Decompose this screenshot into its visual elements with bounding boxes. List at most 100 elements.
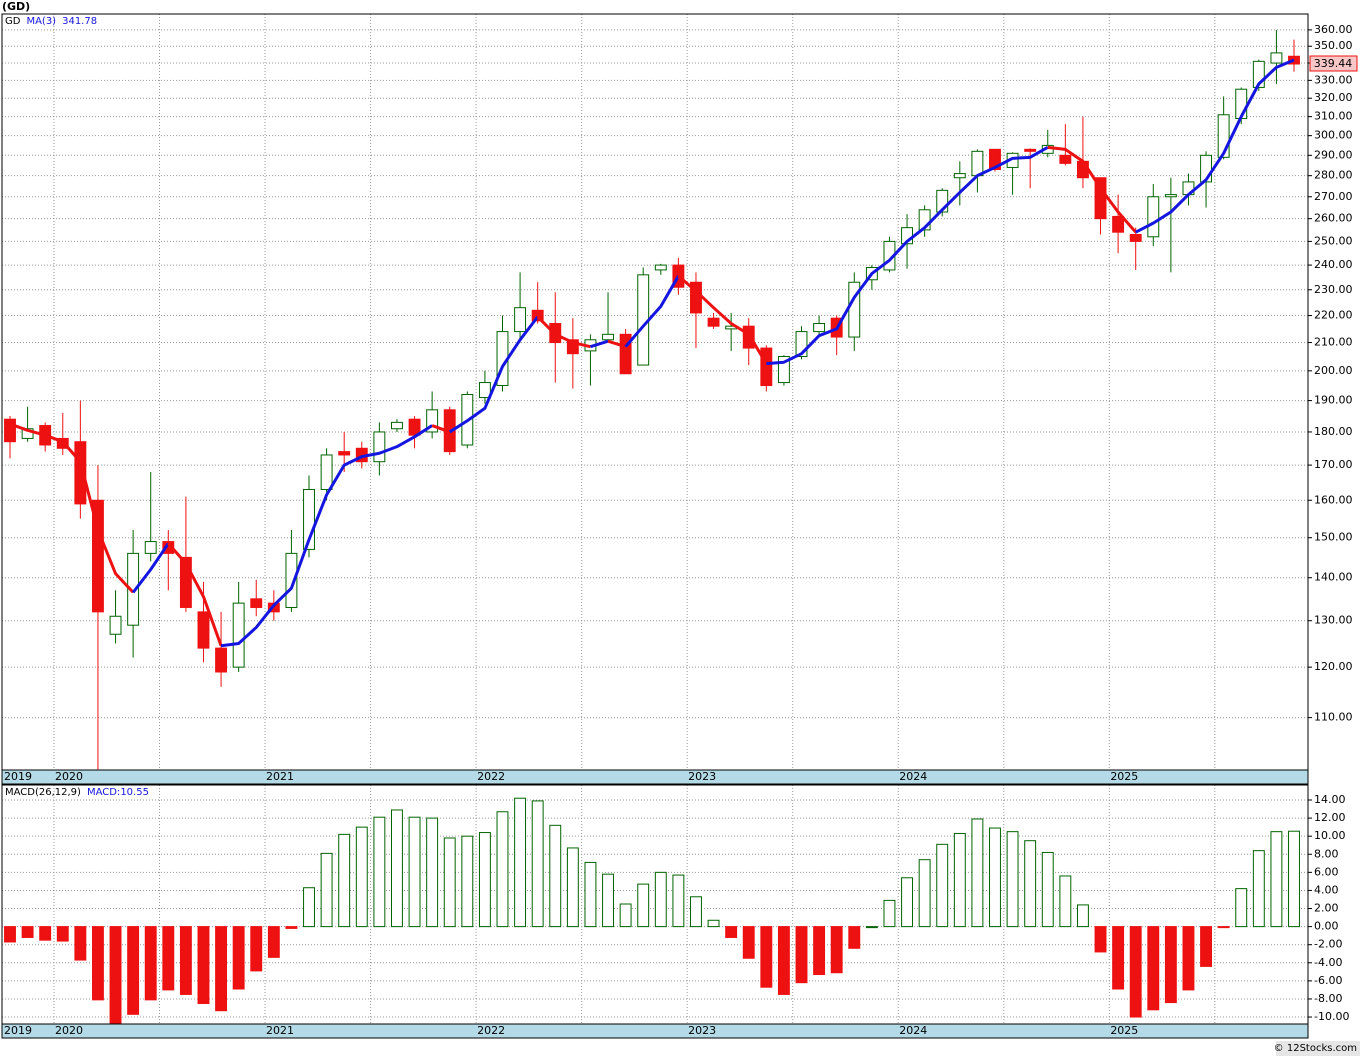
x-tick-label: 2023 (688, 1024, 716, 1037)
candle-body (4, 418, 16, 443)
y-tick-label: 230.00 (1314, 283, 1353, 296)
macd-bar (619, 903, 632, 928)
y-tick-label: 160.00 (1314, 493, 1353, 506)
candle-body (1112, 215, 1125, 233)
macd-bar (707, 919, 720, 928)
macd-bar (514, 797, 527, 928)
candle-body (74, 441, 87, 505)
macd-bar (795, 926, 808, 984)
price-badge-label: 339.44 (1314, 57, 1353, 70)
legend-value-prefix: MACD: (87, 787, 120, 798)
macd-bar (1147, 926, 1160, 1011)
candle-body (1059, 154, 1072, 164)
y-tick-label: 12.00 (1314, 811, 1346, 824)
legend-ma-value: 341.78 (62, 16, 97, 27)
ma-line (766, 146, 1049, 366)
ma-line (448, 315, 539, 434)
macd-bar (1217, 926, 1230, 929)
candle-body (197, 611, 210, 649)
macd-bar (918, 859, 931, 928)
x-tick-label: 2025 (1110, 1024, 1138, 1037)
y-tick-label: 4.00 (1314, 883, 1339, 896)
ma-line (9, 422, 135, 594)
y-tick-label: 300.00 (1314, 129, 1353, 142)
ma-line (536, 315, 591, 349)
ma-line (220, 424, 433, 648)
y-tick-label: 120.00 (1314, 660, 1353, 673)
macd-bar (654, 871, 667, 928)
macd-bar (373, 816, 386, 928)
y-tick-label: 110.00 (1314, 711, 1353, 724)
macd-bar (215, 926, 228, 1012)
panel (2, 14, 1308, 770)
y-tick-label: 270.00 (1314, 190, 1353, 203)
candle-body (303, 488, 315, 550)
macd-bar (566, 847, 579, 928)
macd-bar (584, 861, 597, 928)
macd-bar (725, 926, 738, 938)
macd-bar (285, 926, 298, 929)
y-tick-label: 220.00 (1314, 309, 1353, 322)
candle-body (936, 189, 949, 213)
macd-bar (1270, 831, 1283, 928)
candle-body (144, 541, 157, 554)
y-tick-label: 2.00 (1314, 902, 1339, 915)
macd-bar (56, 926, 69, 942)
macd-bar (672, 874, 685, 928)
footer: © 12Stocks.com (1274, 1043, 1357, 1054)
macd-bar (901, 877, 913, 928)
legend-indicator: MACD(26,12,9) (5, 787, 81, 798)
candle-body (971, 150, 984, 177)
macd-bar (4, 926, 16, 943)
candle-body (918, 209, 931, 231)
macd-bar (109, 926, 122, 1024)
candle-body (179, 556, 192, 608)
ma-line (167, 542, 223, 647)
x-tick-label: 2021 (266, 770, 294, 783)
ma-line (1047, 145, 1137, 234)
candle-body (760, 347, 773, 387)
legend-value: 10.55 (120, 787, 149, 798)
candle-body (320, 454, 333, 490)
macd-bar (1076, 904, 1089, 928)
x-tick-label: 2024 (899, 770, 927, 783)
x-tick-label: 2021 (266, 1024, 294, 1037)
x-tick-label: 2023 (688, 770, 716, 783)
y-tick-label: -8.00 (1314, 992, 1342, 1005)
y-tick-label: 200.00 (1314, 364, 1353, 377)
macd-bar (1252, 850, 1265, 928)
macd-bar (1182, 926, 1195, 991)
y-tick-label: 240.00 (1314, 258, 1353, 271)
y-tick-label: 290.00 (1314, 148, 1353, 161)
y-tick-label: -6.00 (1314, 974, 1342, 987)
y-tick-label: 150.00 (1314, 531, 1353, 544)
macd-bar (1024, 840, 1037, 928)
y-tick-label: 140.00 (1314, 571, 1353, 584)
legend-series: GD (5, 16, 21, 27)
legend: GD MA(3) 341.78 (5, 16, 97, 27)
x-tick-label: 2020 (55, 770, 83, 783)
macd-bar (690, 896, 702, 928)
y-tick-label: -4.00 (1314, 956, 1342, 969)
x-tick-label: 2019 (4, 1024, 32, 1037)
y-tick-label: 320.00 (1314, 91, 1353, 104)
candle-body (813, 323, 826, 333)
candle-body (654, 264, 667, 271)
panel-border (1, 13, 1309, 771)
candle-body (1217, 114, 1230, 158)
y-tick-label: 280.00 (1314, 169, 1353, 182)
macd-bar (549, 824, 562, 928)
y-tick-label: 8.00 (1314, 847, 1339, 860)
macd-bar (989, 827, 1001, 928)
y-tick-label: 310.00 (1314, 110, 1353, 123)
x-tick-label: 2019 (4, 770, 32, 783)
footer-box (1276, 1041, 1360, 1056)
macd-bar (355, 826, 368, 928)
candle-body (953, 173, 966, 179)
y-tick-label: 260.00 (1314, 212, 1353, 225)
macd-bar (250, 926, 263, 972)
candle-body (1252, 60, 1265, 88)
candle-body (1200, 154, 1213, 183)
price-badge (1309, 55, 1358, 72)
chart-title: (GD) (2, 0, 30, 13)
